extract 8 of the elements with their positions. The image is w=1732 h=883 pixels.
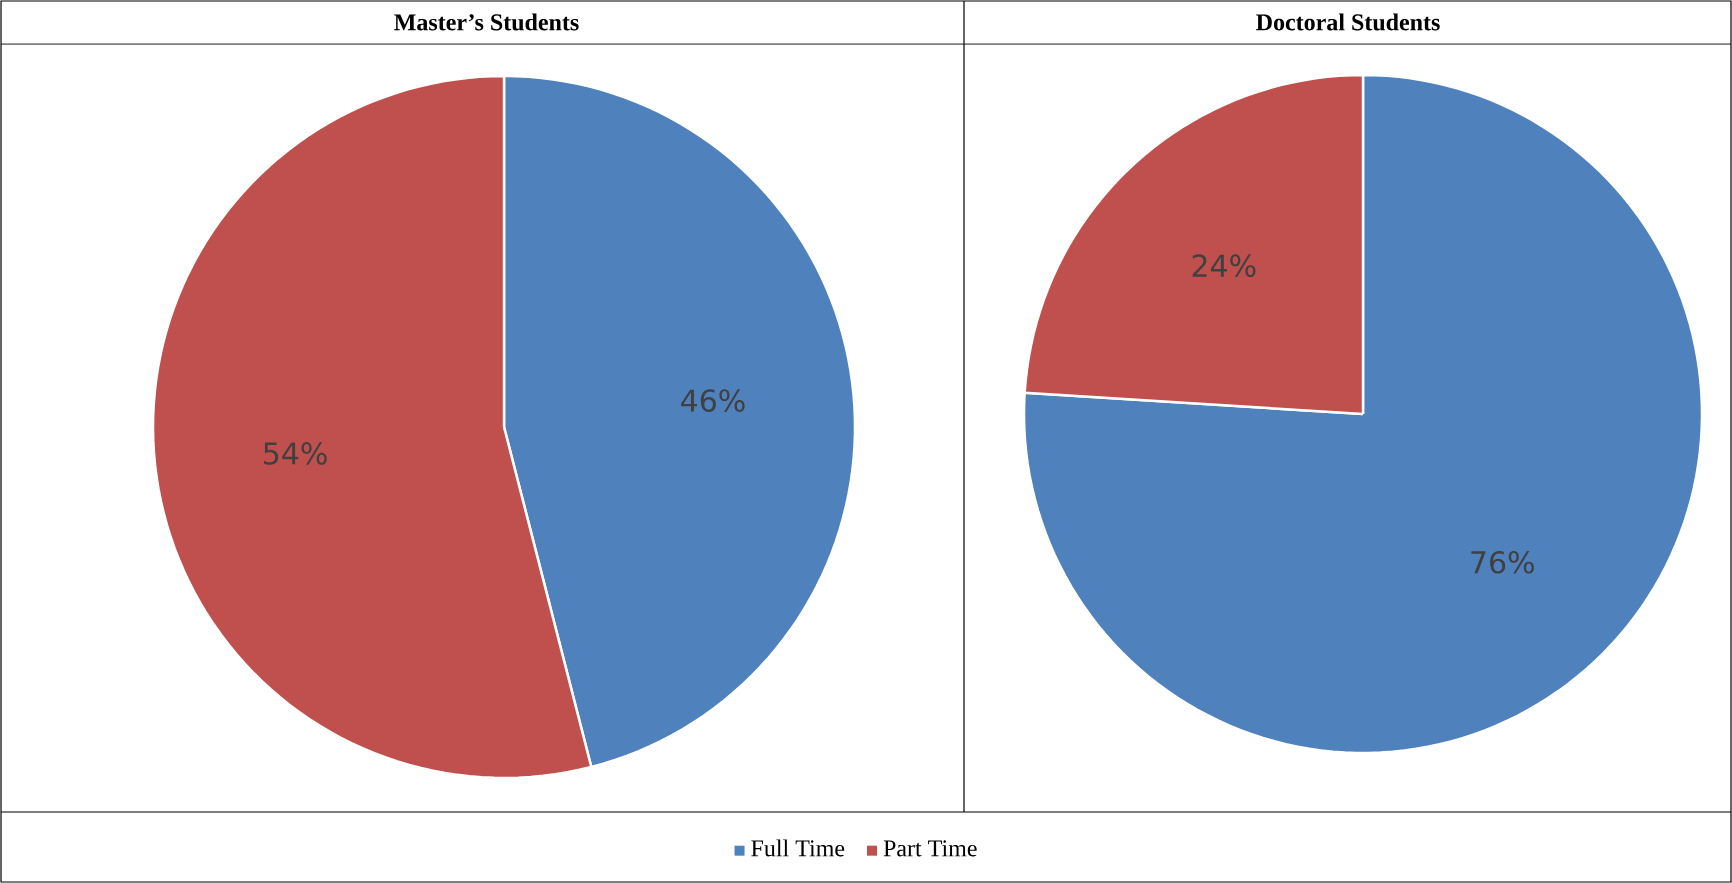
data-label: 46%	[681, 389, 745, 412]
legend-label: Part Time	[883, 840, 977, 857]
chart-title: Doctoral Students	[1256, 13, 1440, 31]
data-label: 24%	[1192, 254, 1256, 278]
legend-label: Full Time	[751, 839, 845, 857]
chart-title: Master’s Students	[394, 13, 579, 31]
data-label: 54%	[264, 442, 327, 465]
data-label: 76%	[1471, 550, 1534, 574]
